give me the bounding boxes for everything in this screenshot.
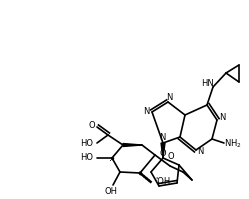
Polygon shape (123, 143, 142, 146)
Text: OH: OH (105, 186, 118, 195)
Text: HN: HN (202, 79, 214, 89)
Text: O: O (168, 152, 174, 161)
Text: N: N (159, 134, 165, 142)
Text: N: N (197, 146, 203, 155)
Text: HO: HO (80, 153, 94, 163)
Text: .: . (110, 153, 113, 163)
Text: O: O (159, 148, 166, 157)
Text: HO: HO (80, 139, 94, 147)
Text: O: O (89, 121, 95, 130)
Polygon shape (161, 143, 165, 158)
Text: 'OH: 'OH (155, 178, 171, 186)
Text: N: N (219, 113, 225, 123)
Text: N: N (166, 94, 172, 102)
Text: NH$_2$: NH$_2$ (224, 138, 242, 150)
Text: N: N (143, 107, 149, 116)
